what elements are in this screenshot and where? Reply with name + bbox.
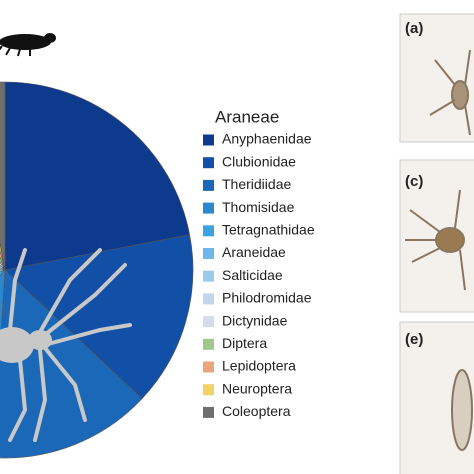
panel-label: (e) — [405, 331, 423, 348]
larva-silhouette — [0, 33, 56, 57]
pie-slice — [0, 269, 6, 273]
legend-swatch — [203, 361, 214, 373]
legend-title: Araneae — [215, 107, 279, 126]
legend-label: Tetragnathidae — [222, 222, 315, 238]
legend-swatch — [203, 316, 214, 328]
legend: Anyphaenidae Clubionidae Theridiidae Thomis… — [203, 131, 315, 419]
legend-swatch — [203, 202, 214, 214]
pie — [0, 81, 194, 459]
spider-silhouette — [0, 248, 132, 442]
legend-label: Salticidae — [222, 267, 283, 283]
photo-panel — [399, 13, 474, 143]
legend-label: Anyphaenidae — [222, 131, 312, 147]
legend-swatch — [203, 225, 214, 237]
pie-slice — [4, 234, 194, 400]
legend-swatch — [203, 384, 214, 396]
legend-swatch — [203, 338, 214, 350]
legend-label: Clubionidae — [222, 153, 296, 169]
legend-label: Thomisidae — [222, 199, 295, 215]
legend-label: Theridiidae — [222, 176, 291, 192]
legend-label: Diptera — [222, 335, 267, 351]
legend-swatch — [203, 406, 214, 418]
legend-label: Araneidae — [222, 244, 286, 260]
panel-label: (a) — [405, 20, 423, 37]
legend-swatch — [203, 270, 214, 282]
legend-swatch — [203, 157, 214, 169]
legend-label: Dictynidae — [222, 312, 288, 328]
legend-label: Coleoptera — [222, 403, 291, 419]
pie-slice — [0, 81, 6, 271]
photo-content — [405, 49, 473, 451]
pie-slice — [0, 269, 143, 459]
legend-label: Neuroptera — [222, 380, 292, 396]
pie-slice — [4, 81, 191, 271]
legend-label: Lepidoptera — [222, 358, 296, 374]
legend-swatch — [203, 248, 214, 259]
panel-label: (c) — [405, 173, 423, 190]
legend-label: Philodromidae — [222, 290, 312, 306]
legend-swatch — [203, 293, 214, 305]
legend-swatch — [203, 134, 214, 146]
legend-swatch — [203, 179, 214, 191]
